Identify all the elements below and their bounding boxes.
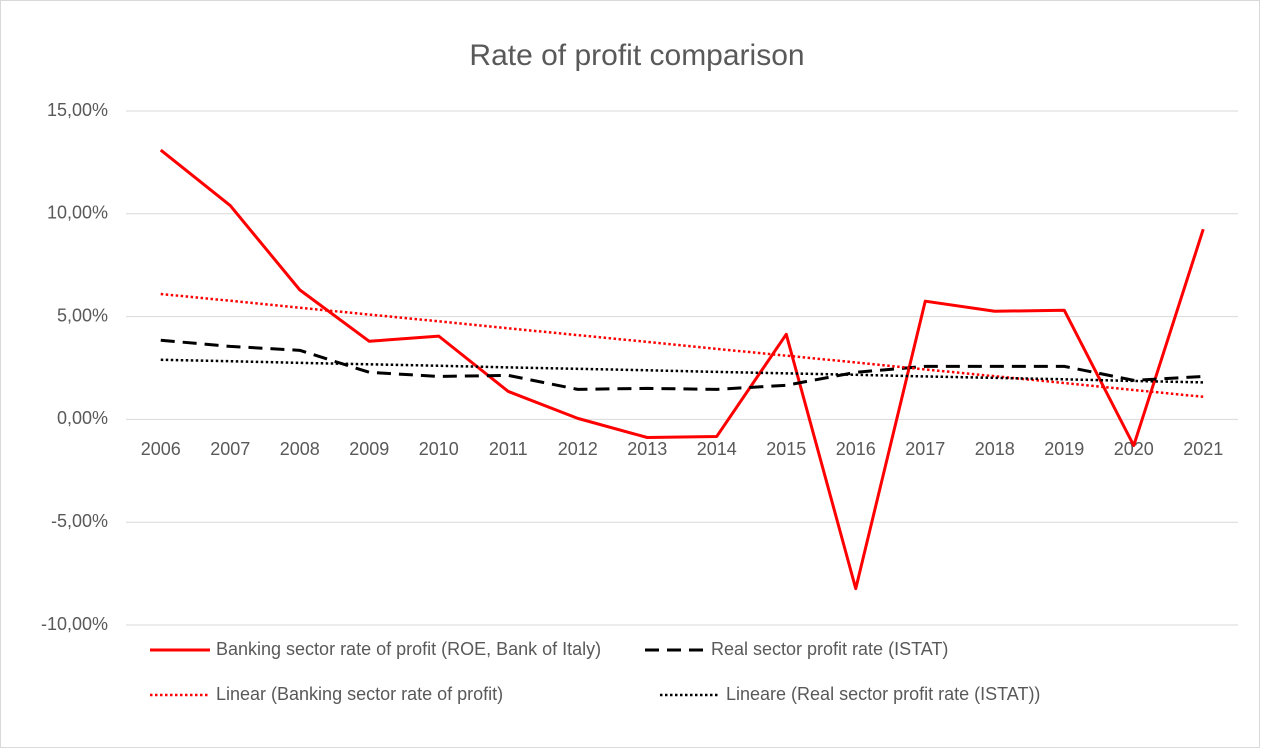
x-tick-label: 2015: [766, 439, 806, 459]
x-tick-label: 2012: [558, 439, 598, 459]
legend-label: Lineare (Real sector profit rate (ISTAT)…: [726, 684, 1040, 704]
chart-title: Rate of profit comparison: [469, 39, 804, 72]
x-tick-label: 2019: [1044, 439, 1084, 459]
x-tick-label: 2007: [210, 439, 250, 459]
y-tick-label: -10,00%: [41, 614, 108, 634]
x-tick-label: 2021: [1183, 439, 1223, 459]
legend-label: Real sector profit rate (ISTAT): [711, 639, 948, 659]
x-tick-label: 2014: [697, 439, 737, 459]
y-tick-label: 0,00%: [57, 408, 108, 428]
x-tick-label: 2013: [627, 439, 667, 459]
x-tick-label: 2017: [905, 439, 945, 459]
y-tick-label: 5,00%: [57, 305, 108, 325]
x-tick-label: 2018: [975, 439, 1015, 459]
x-tick-label: 2020: [1114, 439, 1154, 459]
series-line: [159, 148, 1205, 591]
legend-label: Linear (Banking sector rate of profit): [216, 684, 503, 704]
x-tick-label: 2010: [419, 439, 459, 459]
y-tick-label: 10,00%: [47, 203, 108, 223]
x-tick-label: 2011: [489, 439, 528, 459]
x-tick-label: 2008: [280, 439, 320, 459]
series-line: [160, 358, 1204, 384]
x-tick-label: 2016: [836, 439, 876, 459]
x-tick-label: 2009: [349, 439, 389, 459]
y-tick-label: 15,00%: [47, 100, 108, 120]
x-tick-label: 2006: [141, 439, 181, 459]
y-tick-label: -5,00%: [51, 511, 108, 531]
legend-label: Banking sector rate of profit (ROE, Bank…: [216, 639, 601, 659]
